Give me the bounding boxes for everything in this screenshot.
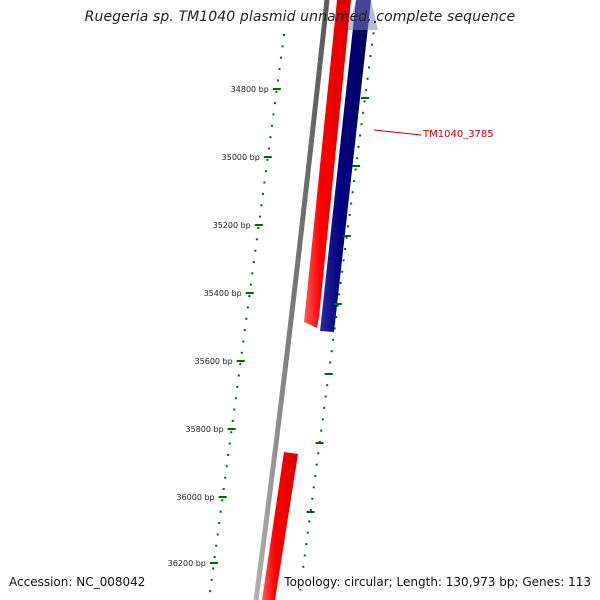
- map-title: Ruegeria sp. TM1040 plasmid unnamed, com…: [84, 9, 516, 25]
- reverse-gene-tm1040-3785[interactable]: [320, 0, 371, 332]
- major-tick-group: 34800 bp 35000 bp 35200 bp 35400 bp 35600 bp…: [168, 85, 281, 568]
- tick-label: 35400 bp: [204, 289, 242, 298]
- tick-label: 34800 bp: [231, 85, 269, 94]
- tick-label: 35800 bp: [186, 425, 224, 434]
- tick-label: 35200 bp: [213, 221, 251, 230]
- tick-label: 36200 bp: [168, 559, 206, 568]
- forward-gene-lower[interactable]: [262, 452, 298, 600]
- gene-label-leader: [373, 129, 422, 136]
- tick-label: 36000 bp: [176, 493, 214, 502]
- forward-gene-upper[interactable]: [304, 0, 351, 328]
- inner-tick-track: [209, 34, 285, 593]
- outer-tick-track: [299, 21, 376, 591]
- tick-label: 35000 bp: [222, 153, 260, 162]
- topology-summary: Topology: circular; Length: 130,973 bp; …: [284, 575, 591, 589]
- accession-text: Accession: NC_008042: [9, 575, 146, 589]
- backbone-ring: [253, 0, 330, 600]
- reverse-gene-highlight: [348, 0, 378, 30]
- tick-label: 35600 bp: [195, 357, 233, 366]
- gene-label[interactable]: TM1040_3785: [422, 129, 494, 140]
